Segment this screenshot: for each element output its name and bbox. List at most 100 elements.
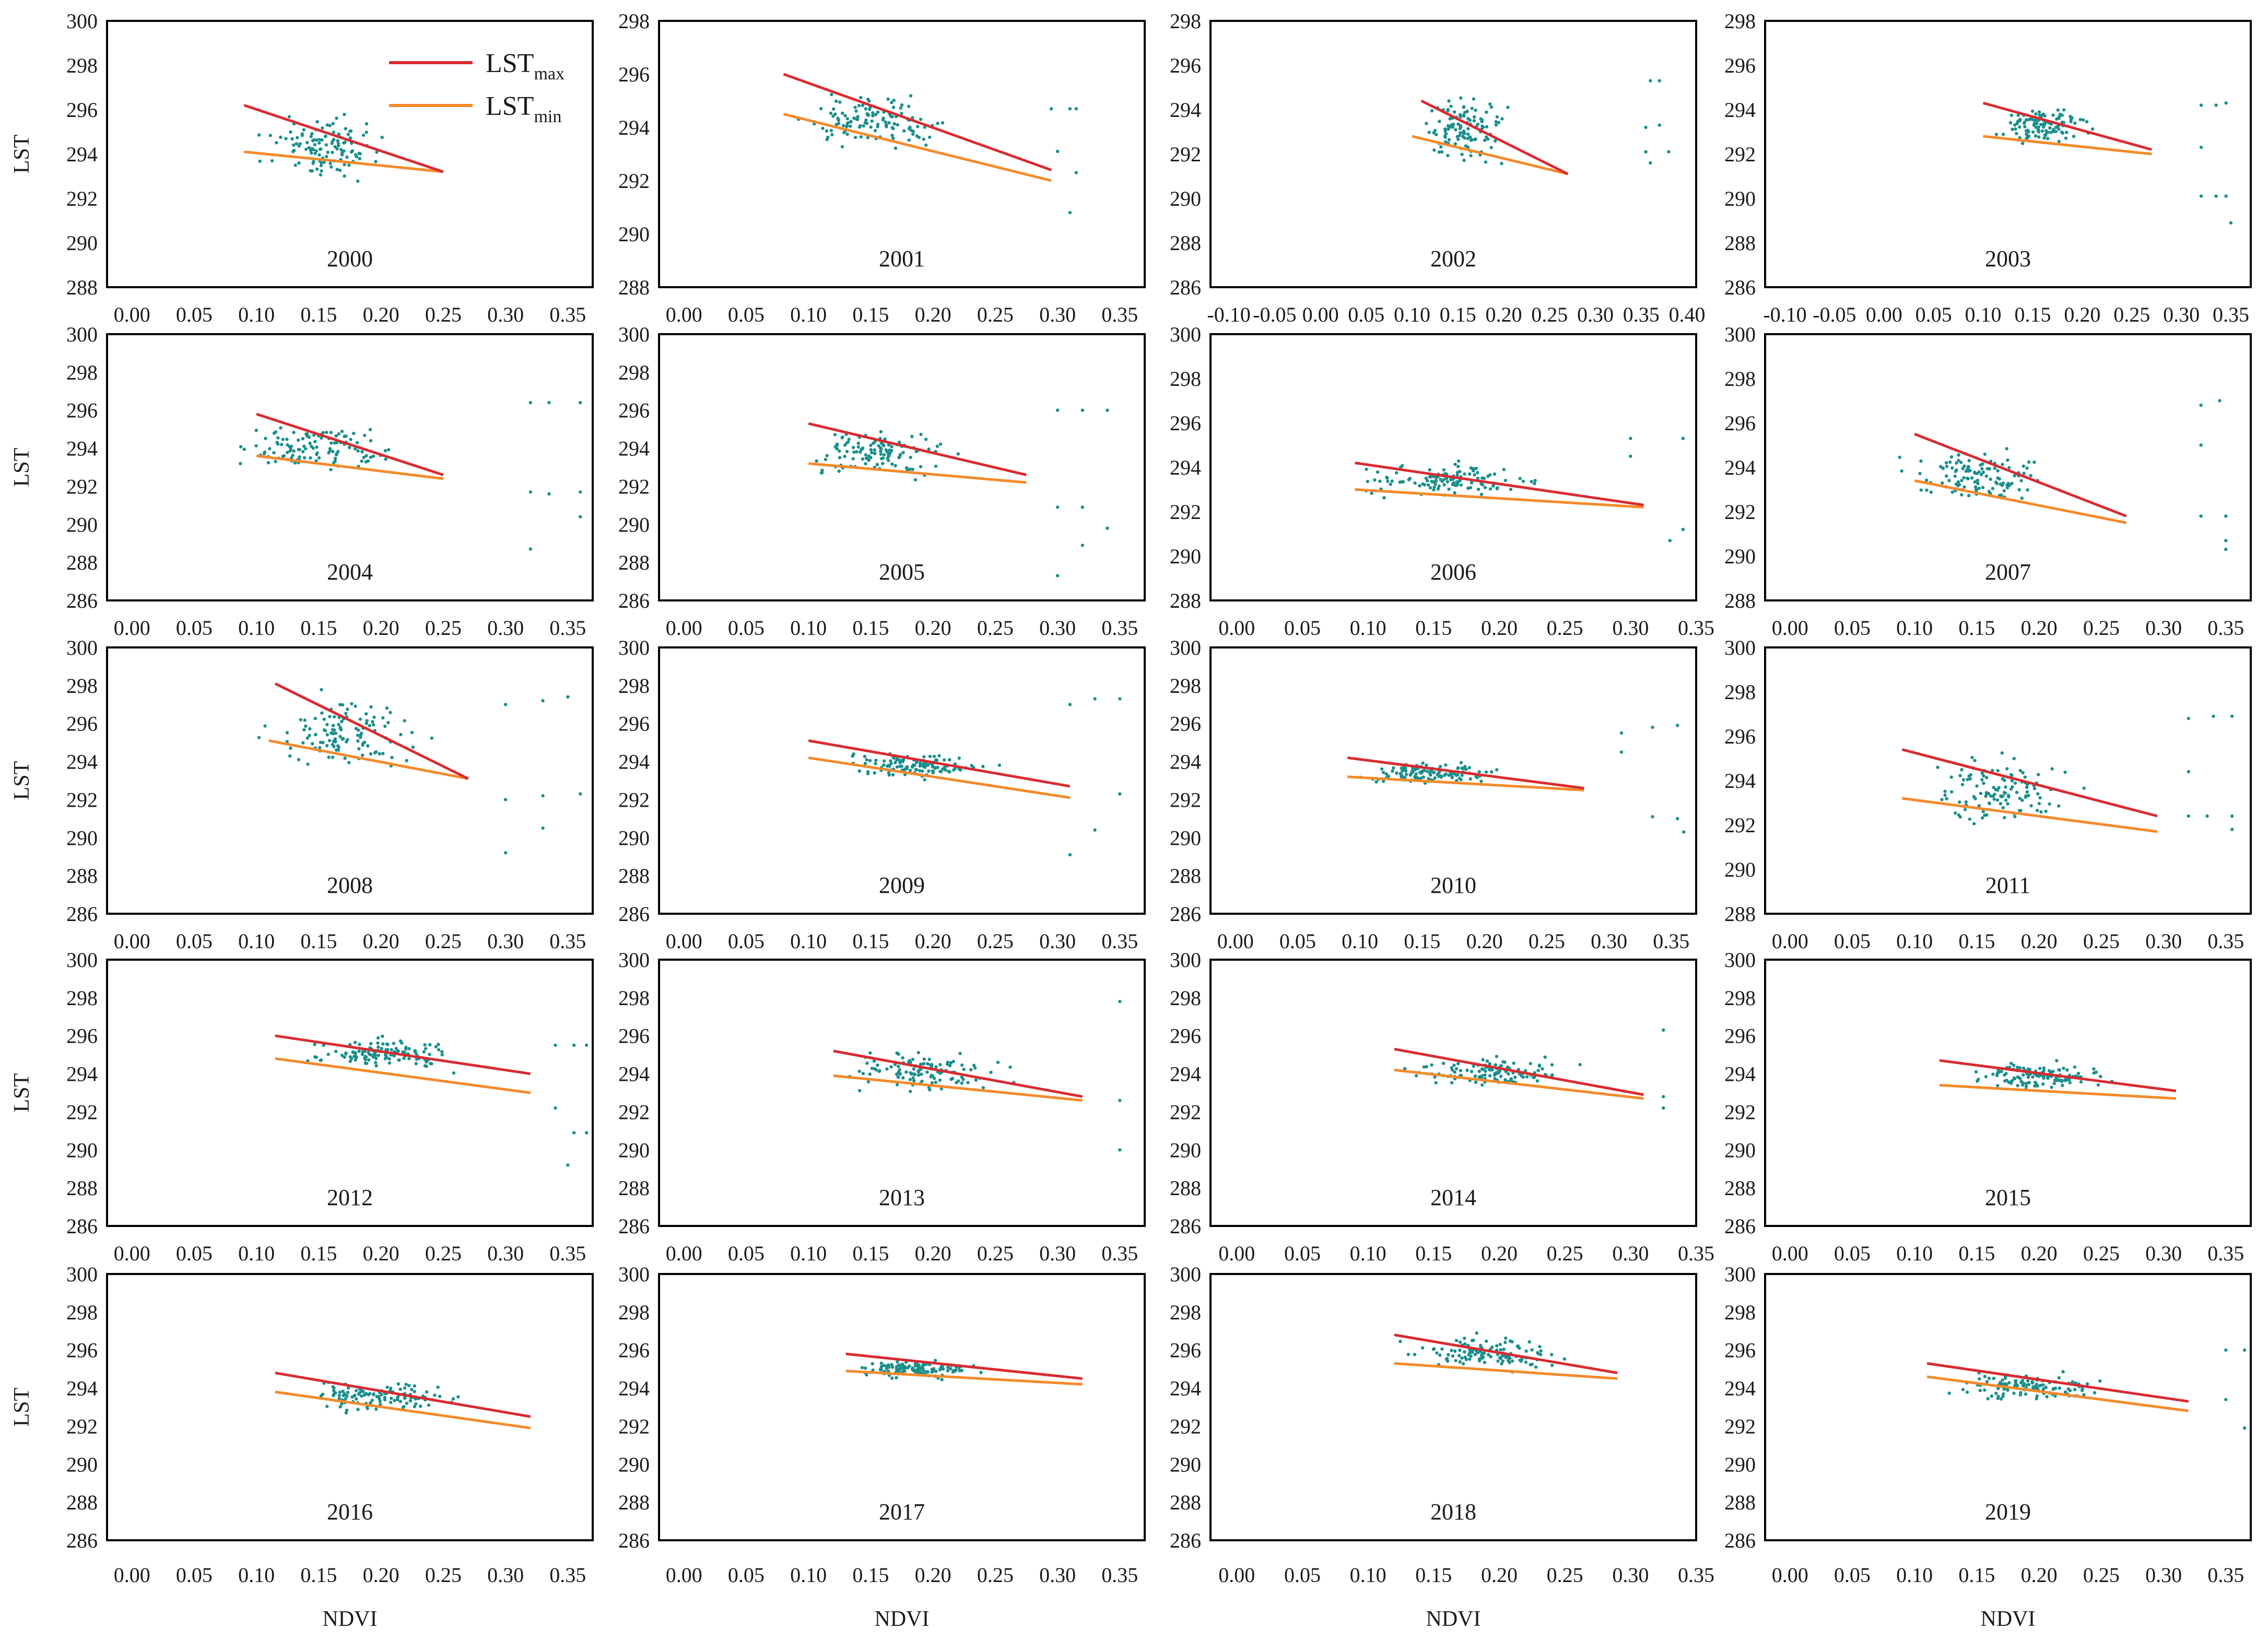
legend-label: LSTmin (486, 91, 561, 126)
data-point (344, 434, 348, 438)
data-point (407, 1047, 411, 1051)
y-tick-label: 296 (1724, 411, 1756, 435)
data-point (1957, 458, 1960, 463)
data-point (1480, 120, 1484, 123)
data-point (1985, 467, 1989, 470)
data-point (376, 1036, 380, 1040)
data-point (2085, 120, 2089, 124)
y-tick-label: 286 (66, 1214, 98, 1238)
data-point (292, 449, 296, 453)
data-point (911, 467, 914, 471)
data-point (2024, 129, 2028, 133)
data-point (2229, 221, 2233, 225)
data-point (853, 136, 857, 139)
data-point (1512, 1061, 1515, 1065)
data-point (2007, 795, 2011, 799)
data-point (1955, 468, 1958, 472)
data-point (2044, 809, 2048, 813)
data-point (1986, 1397, 1990, 1400)
data-point (325, 1405, 329, 1408)
data-point (366, 1407, 369, 1410)
data-point (331, 122, 335, 125)
data-point (1535, 1079, 1540, 1083)
data-point (357, 747, 361, 751)
data-point (392, 1054, 396, 1058)
y-tick-label: 298 (1724, 986, 1756, 1010)
data-point (2098, 1379, 2102, 1383)
data-point (1983, 813, 1987, 817)
data-point (1425, 763, 1428, 767)
data-point (2061, 1370, 2065, 1374)
x-tick-label: 0.00 (1866, 303, 1902, 326)
y-tick-label: 300 (618, 323, 650, 346)
data-point (320, 688, 323, 692)
data-point (293, 461, 297, 465)
data-point (1433, 776, 1437, 780)
data-point (899, 106, 902, 110)
data-point (1453, 110, 1456, 114)
data-point (1983, 452, 1987, 456)
data-point (1422, 1065, 1426, 1069)
data-point (1649, 161, 1652, 165)
data-point (274, 430, 278, 434)
data-point (528, 490, 532, 494)
data-point (289, 746, 292, 750)
data-point (1378, 479, 1382, 483)
data-point (869, 448, 873, 452)
data-point (1400, 773, 1403, 777)
data-point (865, 1373, 868, 1377)
data-point (2076, 1071, 2081, 1075)
data-point (503, 851, 508, 855)
data-point (1444, 132, 1448, 136)
data-point (345, 1394, 349, 1398)
x-tick-label: 0.05 (1916, 303, 1952, 326)
data-point (829, 111, 833, 115)
x-tick-label: 0.10 (1896, 929, 1933, 953)
data-point (1996, 788, 2000, 792)
data-point (1495, 487, 1499, 491)
data-point (1479, 492, 1484, 496)
x-tick-label: 0.15 (1440, 303, 1476, 326)
data-point (895, 1376, 898, 1379)
data-point (572, 1131, 576, 1135)
plot-frame (658, 333, 1146, 601)
data-point (906, 1366, 910, 1370)
data-point (386, 448, 391, 452)
data-point (1941, 481, 1944, 485)
data-point (2028, 1068, 2032, 1071)
data-point (344, 127, 347, 131)
data-point (338, 726, 342, 730)
data-point (1960, 768, 1964, 772)
data-point (287, 115, 291, 119)
y-axis-label: LST (10, 761, 34, 800)
data-point (869, 451, 874, 455)
data-point (1956, 483, 1960, 488)
data-point (389, 1400, 393, 1405)
data-point (1483, 1073, 1487, 1077)
scatter-points (1364, 436, 1685, 542)
data-point (2004, 798, 2008, 802)
data-point (338, 735, 342, 738)
data-point (2025, 1383, 2029, 1387)
data-point (887, 121, 891, 125)
data-point (347, 445, 351, 450)
data-point (838, 449, 841, 453)
data-point (1370, 491, 1373, 495)
data-point (845, 117, 850, 121)
data-point (1453, 463, 1457, 466)
data-point (340, 430, 344, 433)
y-tick-label: 296 (1170, 54, 1201, 77)
data-point (979, 1371, 983, 1374)
data-point (345, 1408, 349, 1412)
data-point (1961, 467, 1965, 470)
x-tick-label: 0.30 (487, 303, 524, 326)
data-point (890, 134, 894, 137)
data-point (930, 1073, 934, 1077)
data-point (340, 1402, 344, 1406)
data-point (1945, 797, 1948, 800)
data-point (901, 1076, 905, 1080)
data-point (881, 456, 885, 460)
data-point (1658, 79, 1661, 82)
data-point (911, 116, 914, 120)
